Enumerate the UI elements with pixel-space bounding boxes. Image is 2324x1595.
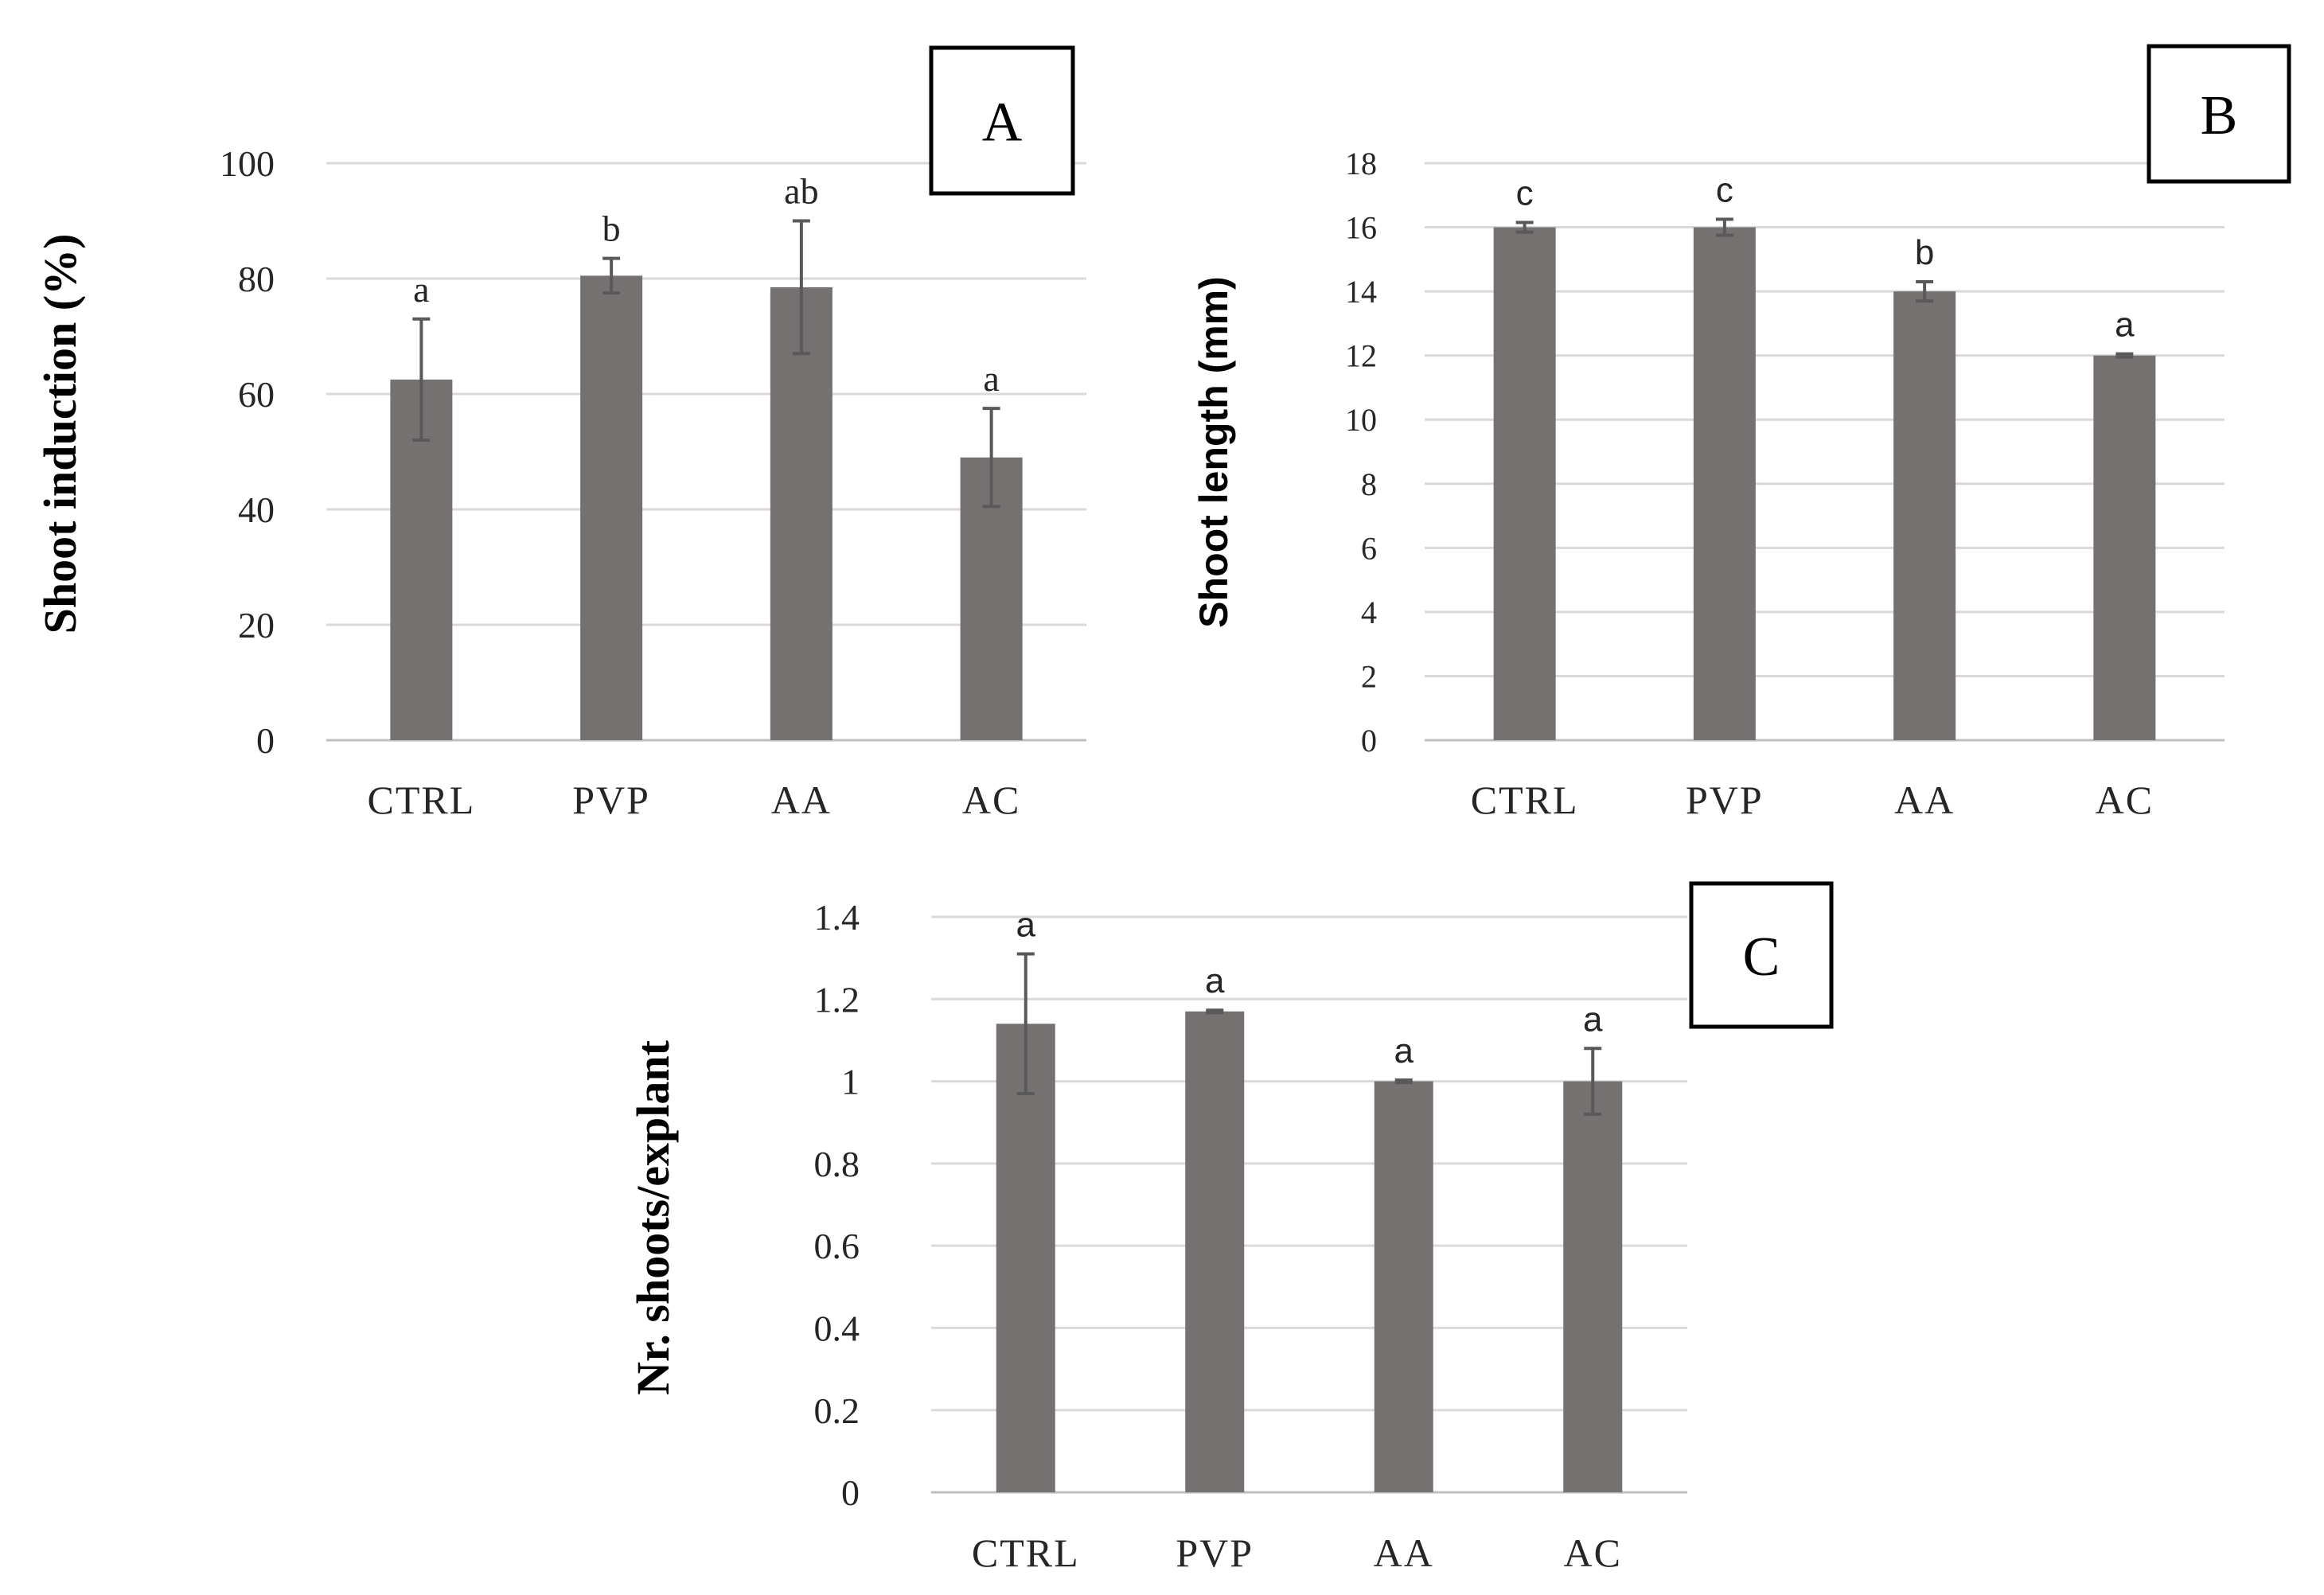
- bar-ctrl: [1493, 227, 1556, 740]
- x-tick-label: PVP: [1686, 778, 1764, 822]
- error-bar: [1394, 1078, 1413, 1085]
- significance-letter: a: [1205, 961, 1225, 1000]
- significance-letter: c: [1716, 170, 1733, 209]
- x-tick-label: CTRL: [972, 1531, 1080, 1575]
- error-bar: [792, 219, 810, 356]
- y-tick-label: 1.2: [814, 979, 860, 1020]
- error-bar: [2115, 352, 2134, 359]
- x-tick-label: PVP: [1176, 1531, 1254, 1575]
- y-tick-label: 12: [1345, 338, 1377, 374]
- x-tick-label: PVP: [572, 778, 650, 822]
- y-tick-label: 8: [1361, 466, 1377, 502]
- y-tick-label: 0: [841, 1472, 860, 1513]
- error-bar: [1016, 952, 1035, 1096]
- x-tick-label: AC: [1564, 1531, 1622, 1575]
- bar-aa: [770, 287, 833, 740]
- significance-letter: c: [1516, 174, 1534, 213]
- significance-letter: a: [1394, 1031, 1414, 1070]
- significance-letter: a: [1583, 1000, 1603, 1039]
- bar-ctrl: [996, 1024, 1055, 1492]
- panel-label: B: [2201, 85, 2238, 146]
- y-axis-title: Shoot induction (%): [34, 234, 86, 634]
- panel-label-box: [1689, 881, 1834, 1029]
- x-tick-label: AA: [1374, 1531, 1434, 1575]
- y-tick-label: 100: [220, 143, 275, 184]
- panel-label-box: [929, 45, 1075, 196]
- panel-label: A: [982, 92, 1023, 154]
- bar-aa: [1893, 291, 1956, 741]
- y-tick-label: 0: [256, 720, 275, 761]
- chart-panel-a: 0 20 40 60 80 100 a CTRL b PVP ab AA a AC Shoot induct…: [34, 45, 1086, 822]
- y-tick-label: 18: [1345, 146, 1377, 181]
- y-tick-label: 0: [1361, 723, 1377, 759]
- y-tick-label: 4: [1361, 595, 1377, 630]
- y-tick-label: 16: [1345, 210, 1377, 246]
- y-tick-label: 60: [238, 374, 275, 415]
- x-tick-label: AA: [1894, 778, 1955, 822]
- error-bar: [1584, 1047, 1602, 1116]
- x-tick-label: CTRL: [367, 778, 475, 822]
- y-tick-label: 1.4: [814, 897, 860, 938]
- y-tick-label: 14: [1345, 274, 1377, 310]
- panel-label-box: [2147, 44, 2291, 184]
- y-axis-title: Nr. shoots/explant: [627, 1039, 679, 1395]
- error-bar: [602, 256, 621, 295]
- x-tick-label: AC: [2096, 778, 2154, 822]
- y-tick-label: 80: [238, 259, 275, 299]
- y-tick-label: 20: [238, 605, 275, 645]
- error-bar: [982, 407, 1000, 509]
- significance-letter: ab: [784, 171, 818, 212]
- significance-letter: b: [1915, 233, 1934, 272]
- error-bar: [1916, 280, 1934, 303]
- error-bar: [1515, 220, 1534, 234]
- bar-pvp: [1693, 227, 1756, 740]
- bar-aa: [1374, 1081, 1433, 1492]
- bar-ac: [2093, 355, 2156, 740]
- bar-pvp: [1185, 1011, 1245, 1492]
- y-tick-label: 6: [1361, 530, 1377, 566]
- y-tick-label: 0.6: [814, 1226, 860, 1266]
- y-tick-label: 2: [1361, 658, 1377, 694]
- panel-label: C: [1743, 926, 1780, 988]
- error-bar: [1206, 1008, 1224, 1015]
- y-tick-label: 1: [841, 1062, 860, 1102]
- y-tick-label: 10: [1345, 402, 1377, 438]
- error-bar: [412, 317, 431, 442]
- error-bar: [1715, 217, 1733, 237]
- x-tick-label: AA: [771, 778, 832, 822]
- chart-panel-b: 0 2 4 6 8 10 12 14 16 18 c CTRL c PVP b AA a AC Shoot leng…: [1191, 44, 2291, 822]
- significance-letter: a: [2115, 306, 2135, 345]
- significance-letter: b: [602, 209, 621, 249]
- y-tick-label: 0.2: [814, 1390, 860, 1431]
- bar-pvp: [580, 275, 643, 740]
- bar-ac: [1563, 1081, 1623, 1492]
- y-axis-title: Shoot length (mm): [1191, 276, 1236, 628]
- x-tick-label: AC: [962, 778, 1020, 822]
- significance-letter: a: [983, 358, 999, 399]
- significance-letter: a: [1016, 905, 1036, 944]
- y-tick-label: 0.4: [814, 1308, 860, 1349]
- chart-panel-c: 0 0.2 0.4 0.6 0.8 1 1.2 1.4 a CTRL a PVP a AA a AC Nr. s…: [627, 881, 1834, 1575]
- y-tick-label: 0.8: [814, 1144, 860, 1184]
- x-tick-label: CTRL: [1471, 778, 1579, 822]
- significance-letter: a: [413, 269, 429, 310]
- y-tick-label: 40: [238, 489, 275, 530]
